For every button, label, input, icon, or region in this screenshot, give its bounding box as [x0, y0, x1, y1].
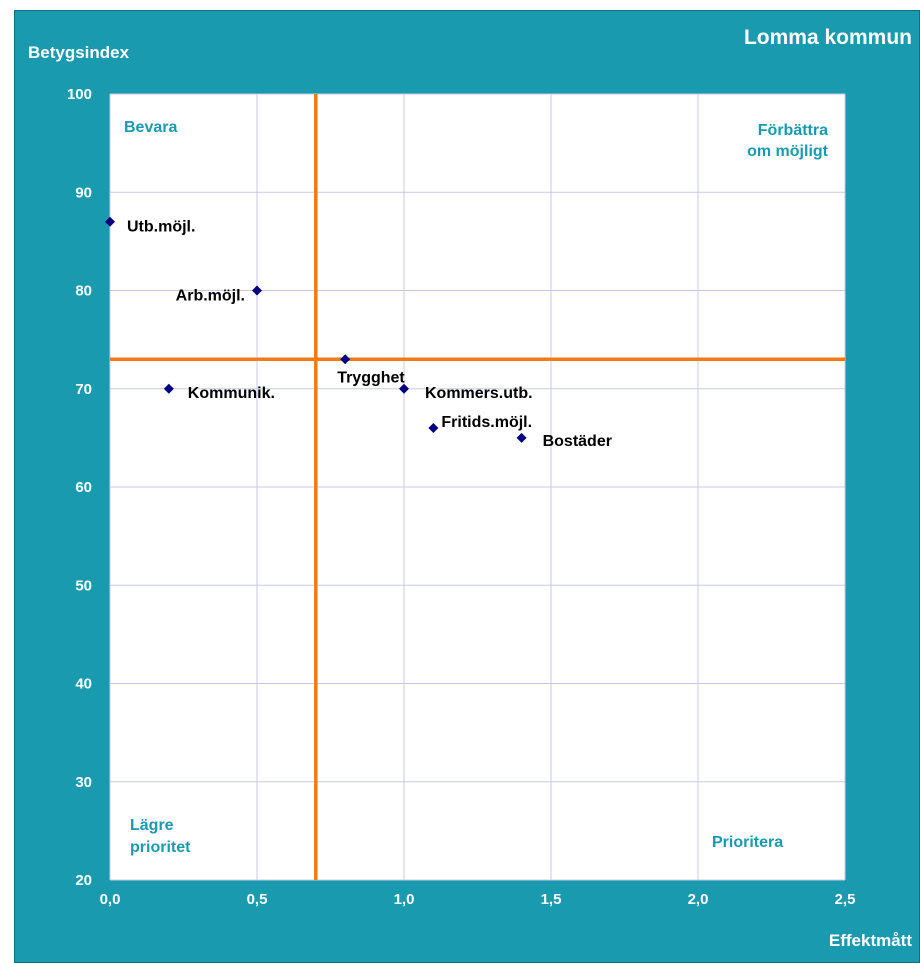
quadrant-label-prioritet: prioritet [130, 839, 191, 856]
data-point-marker [105, 216, 115, 227]
y-tick-label: 60 [75, 479, 92, 496]
data-point-label: Utb.möjl. [127, 219, 195, 236]
x-axis-ticks: 0,0 0,5 1,0 1,5 2,0 2,5 [100, 891, 856, 908]
data-point-label: Kommers.utb. [425, 385, 533, 402]
y-tick-label: 40 [75, 676, 92, 693]
data-point-marker [252, 285, 262, 296]
x-tick-label: 2,5 [835, 891, 856, 908]
data-point-marker [428, 423, 439, 434]
y-tick-label: 90 [75, 184, 92, 201]
x-tick-label: 0,5 [247, 891, 268, 908]
reference-lines [110, 94, 845, 880]
data-point-marker [516, 432, 527, 443]
data-point-label: Kommunik. [188, 385, 275, 402]
quadrant-label-om-mojligt: om möjligt [747, 143, 829, 160]
data-point-label: Arb.möjl. [176, 288, 245, 305]
chart-title: Lomma kommun [744, 26, 912, 49]
y-tick-label: 20 [75, 872, 92, 889]
grid-lines [109, 93, 846, 881]
y-tick-label: 100 [67, 86, 92, 103]
x-tick-label: 1,0 [394, 891, 415, 908]
quadrant-label-lagre: Lägre [130, 817, 174, 834]
y-tick-label: 80 [75, 283, 92, 300]
quadrant-label-bevara: Bevara [124, 119, 177, 136]
x-tick-label: 0,0 [100, 891, 121, 908]
y-axis-label: Betygsindex [28, 43, 130, 62]
data-points: Utb.möjl. Arb.möjl. Trygghet Kommunik. Komme… [105, 216, 612, 450]
y-tick-label: 30 [75, 774, 92, 791]
x-axis-label: Effektmått [829, 931, 912, 950]
y-tick-label: 50 [75, 577, 92, 594]
data-point-marker [163, 383, 174, 394]
y-tick-label: 70 [75, 381, 92, 398]
data-point-label: Bostäder [543, 433, 612, 450]
quadrant-label-prioritera: Prioritera [712, 834, 783, 851]
quadrant-label-forbattra: Förbättra [758, 122, 828, 139]
data-point-marker [340, 354, 351, 365]
y-axis-ticks: 20 30 40 50 60 70 80 90 100 [67, 86, 92, 889]
data-point-label: Trygghet [337, 369, 405, 386]
data-point-label: Fritids.möjl. [441, 414, 532, 431]
x-tick-label: 2,0 [688, 891, 709, 908]
x-tick-label: 1,5 [541, 891, 562, 908]
data-point-marker [399, 383, 409, 394]
